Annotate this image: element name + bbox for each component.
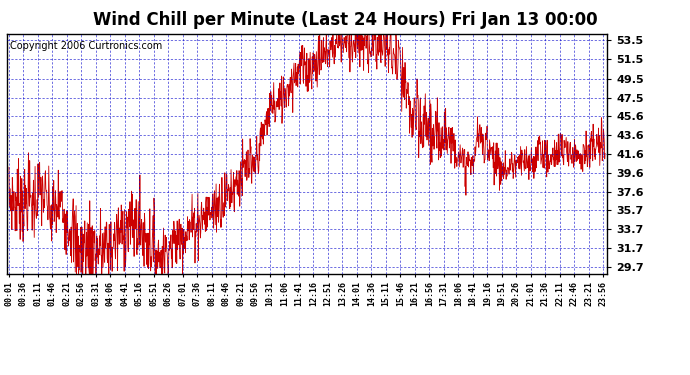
Text: Wind Chill per Minute (Last 24 Hours) Fri Jan 13 00:00: Wind Chill per Minute (Last 24 Hours) Fr… [92,11,598,29]
Text: Copyright 2006 Curtronics.com: Copyright 2006 Curtronics.com [10,41,162,51]
